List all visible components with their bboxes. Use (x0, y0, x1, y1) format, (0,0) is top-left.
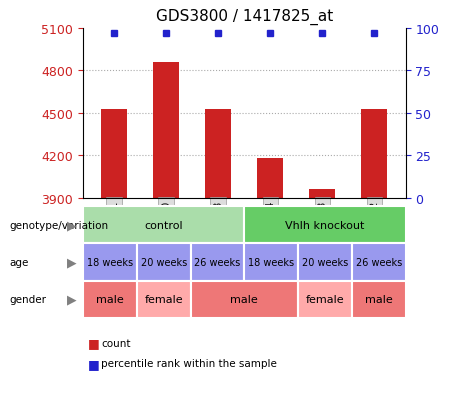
Text: ■: ■ (88, 357, 99, 370)
Text: ▶: ▶ (67, 293, 76, 306)
Text: count: count (101, 338, 131, 348)
Text: male: male (230, 294, 258, 304)
Text: percentile rank within the sample: percentile rank within the sample (101, 358, 278, 368)
Text: ▶: ▶ (67, 256, 76, 269)
Text: 20 weeks: 20 weeks (141, 257, 187, 267)
Text: GSM289163: GSM289163 (318, 200, 327, 263)
Text: 20 weeks: 20 weeks (302, 257, 348, 267)
Text: female: female (306, 294, 344, 304)
Text: male: male (96, 294, 124, 304)
Bar (309, 190, 336, 198)
Text: 18 weeks: 18 weeks (87, 257, 133, 267)
Text: age: age (9, 257, 29, 267)
Bar (205, 109, 231, 198)
Bar (257, 159, 284, 198)
Text: GSM289164: GSM289164 (266, 200, 275, 263)
Text: GSM289161: GSM289161 (109, 200, 119, 263)
Text: ■: ■ (88, 336, 99, 349)
Text: 26 weeks: 26 weeks (195, 257, 241, 267)
Text: genotype/variation: genotype/variation (9, 220, 108, 230)
Text: gender: gender (9, 294, 46, 304)
Text: male: male (365, 294, 393, 304)
Text: female: female (144, 294, 183, 304)
Text: 26 weeks: 26 weeks (356, 257, 402, 267)
Text: Vhlh knockout: Vhlh knockout (285, 220, 365, 230)
Bar (153, 63, 179, 198)
Text: GSM289162: GSM289162 (369, 200, 379, 263)
Bar (361, 109, 387, 198)
Text: 18 weeks: 18 weeks (248, 257, 294, 267)
Bar (101, 109, 127, 198)
Text: GSM289160: GSM289160 (161, 200, 171, 263)
Text: ▶: ▶ (67, 218, 76, 232)
Text: GSM289098: GSM289098 (213, 200, 223, 263)
Title: GDS3800 / 1417825_at: GDS3800 / 1417825_at (156, 9, 333, 25)
Text: control: control (144, 220, 183, 230)
